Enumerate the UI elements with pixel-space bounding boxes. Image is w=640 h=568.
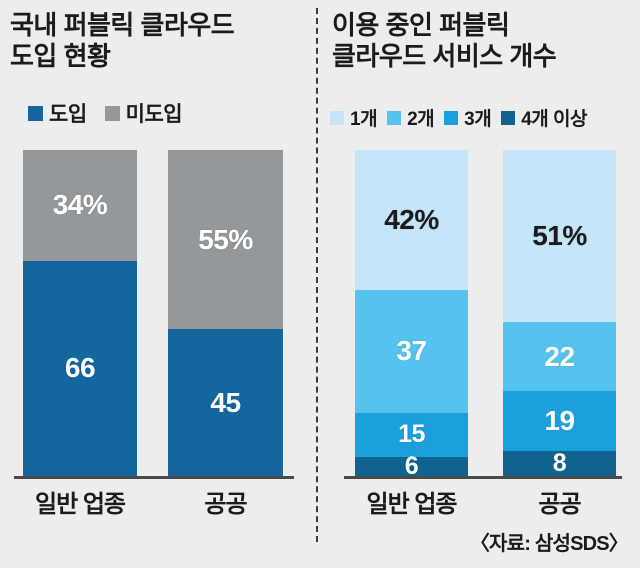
left-plot-area: 34% 66 55% 45 [0,150,316,476]
legend-swatch-three-services [444,110,459,125]
right-chart-legend: 1개 2개 3개 4개 이상 [330,104,587,131]
left-bar-public-adopted-value: 45 [210,386,241,418]
left-chart-panel: 국내 퍼블릭 클라우드 도입 현황 도입 미도입 34% 66 [0,0,316,568]
right-plot-area: 42% 37 15 6 51% 22 [318,150,640,480]
legend-swatch-two-services [387,110,402,125]
legend-label-three-services: 3개 [464,109,492,130]
right-bar-general-segment-four-plus[interactable]: 6 [355,451,468,480]
left-bar-general[interactable]: 34% 66 [23,150,137,476]
right-chart-title: 이용 중인 퍼블릭 클라우드 서비스 개수 [332,10,557,71]
right-bar-general-four-plus-value: 6 [404,451,419,480]
right-bar-public-one-value: 51% [532,220,587,252]
left-bar-public-segment-adopted[interactable]: 45 [168,329,283,476]
right-bar-public-segment-one[interactable]: 51% [503,150,616,323]
legend-item-one-service[interactable]: 1개 [330,104,378,131]
legend-item-not-adopted[interactable]: 미도입 [104,98,183,128]
right-bar-general-three-value: 15 [398,420,425,449]
left-category-label-public: 공공 [204,491,247,518]
right-bar-general-one-value: 42% [384,203,439,235]
left-category-label-general: 일반 업종 [35,491,126,518]
legend-label-not-adopted: 미도입 [125,103,183,126]
legend-item-three-services[interactable]: 3개 [444,104,492,131]
right-bar-general-two-value: 37 [396,335,427,367]
left-chart-legend: 도입 미도입 [28,98,183,128]
left-bar-public[interactable]: 55% 45 [168,150,283,476]
legend-swatch-not-adopted [104,105,120,121]
right-bar-public-segment-three[interactable]: 19 [503,391,616,452]
left-axis-line [14,476,294,479]
legend-label-four-plus-services: 4개 이상 [521,109,587,130]
right-bar-public-three-value: 19 [544,405,575,437]
right-chart-panel: 이용 중인 퍼블릭 클라우드 서비스 개수 1개 2개 3개 4개 이상 [318,0,640,568]
source-note: 〈자료: 삼성SDS〉 [469,533,629,555]
left-bar-public-not-adopted-value: 55% [198,223,253,255]
right-bar-public-four-plus-value: 8 [552,449,567,478]
legend-item-two-services[interactable]: 2개 [387,104,435,131]
right-axis-line [344,476,622,479]
panel-divider [316,8,318,542]
left-bar-general-segment-adopted[interactable]: 66 [23,260,137,476]
right-bar-public[interactable]: 51% 22 19 8 [503,150,616,476]
legend-swatch-adopted [28,105,43,121]
left-bar-general-not-adopted-value: 34% [52,189,108,221]
right-bar-general-segment-one[interactable]: 42% [355,150,468,290]
left-bar-general-segment-not-adopted[interactable]: 34% [23,150,137,261]
right-bar-public-segment-four-plus[interactable]: 8 [503,451,616,476]
left-bar-general-adopted-value: 66 [64,352,96,384]
legend-label-one-service: 1개 [350,109,378,130]
right-category-label-public: 공공 [538,491,581,518]
right-bar-general-segment-two[interactable]: 37 [355,289,468,413]
right-bar-public-segment-two[interactable]: 22 [503,322,616,392]
legend-label-adopted: 도입 [49,103,87,126]
right-bar-general-segment-three[interactable]: 15 [355,412,468,457]
left-bar-public-segment-not-adopted[interactable]: 55% [168,150,283,330]
right-bar-public-two-value: 22 [544,340,575,372]
legend-swatch-one-service [330,110,344,125]
legend-item-adopted[interactable]: 도입 [28,98,87,128]
right-bar-general[interactable]: 42% 37 15 6 [355,150,468,480]
left-chart-title: 국내 퍼블릭 클라우드 도입 현황 [10,10,235,71]
legend-label-two-services: 2개 [407,109,435,130]
right-category-label-general: 일반 업종 [366,491,458,518]
legend-swatch-four-plus-services [501,110,516,125]
legend-item-four-plus-services[interactable]: 4개 이상 [501,104,587,131]
